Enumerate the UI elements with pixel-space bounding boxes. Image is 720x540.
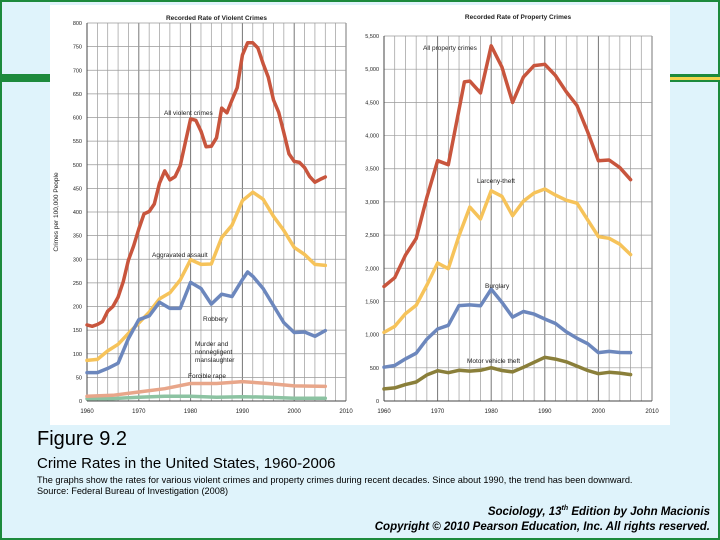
credit: Sociology, 13th Edition by John Macionis… (375, 501, 710, 535)
y-tick-label: 200 (73, 305, 82, 311)
series-line (85, 270, 328, 375)
x-tick-label: 2010 (645, 409, 659, 415)
figure-subtitle: Crime Rates in the United States, 1960-2… (37, 455, 336, 472)
x-tick-label: 2000 (288, 409, 302, 415)
series-annotation: Aggravated assault (152, 252, 208, 259)
series-annotation: All property crimes (423, 45, 478, 52)
y-tick-label: 5,000 (365, 67, 379, 73)
figure-title: Figure 9.2 (37, 428, 128, 450)
series-line (85, 41, 328, 329)
series-line (85, 394, 328, 401)
figure-note-line1: The graphs show the rates for various vi… (37, 475, 633, 485)
credit-line2: Copyright © 2010 Pearson Education, Inc.… (374, 520, 710, 533)
x-tick-label: 2010 (339, 409, 353, 415)
series-annotation: Burglary (485, 283, 510, 290)
figure-source: Source: Federal Bureau of Investigation … (37, 486, 229, 496)
credit-author: Edition by John Macionis (568, 505, 710, 518)
series-annotation: Motor vehicle theft (467, 358, 520, 365)
y-tick-label: 400 (73, 210, 82, 216)
x-tick-label: 1960 (80, 409, 94, 415)
series-annotation: All violent crimes (164, 110, 214, 117)
y-tick-label: 250 (73, 281, 82, 287)
x-tick-label: 1970 (132, 409, 146, 415)
x-tick-label: 1980 (485, 409, 499, 415)
x-tick-label: 1970 (431, 409, 445, 415)
y-tick-label: 0 (376, 399, 379, 405)
y-tick-label: 4,500 (365, 100, 379, 106)
y-tick-label: 350 (73, 234, 82, 240)
y-tick-label: 100 (73, 352, 82, 358)
series-line (85, 190, 328, 363)
decorative-band-left (0, 74, 60, 82)
y-tick-label: 700 (73, 68, 82, 74)
charts-panel: 0 50 100 150 200 250 300 350 400 450 500 550 600 650 7… (50, 5, 670, 425)
x-tick-label: 2000 (592, 409, 606, 415)
y-tick-label: 550 (73, 139, 82, 145)
y-axis-label: Crimes per 100,000 People (53, 172, 60, 252)
y-tick-label: 50 (76, 375, 82, 381)
y-tick-label: 2,000 (365, 266, 379, 272)
charts-svg: 0 50 100 150 200 250 300 350 400 450 500 550 600 650 7… (53, 14, 659, 415)
credit-sup: th (561, 505, 569, 512)
chart-title: Recorded Rate of Violent Crimes (166, 15, 267, 22)
y-tick-label: 500 (73, 163, 82, 169)
y-tick-label: 0 (79, 399, 82, 405)
y-tick-label: 650 (73, 92, 82, 98)
series-line (382, 44, 633, 289)
x-tick-label: 1990 (236, 409, 250, 415)
y-tick-label: 500 (370, 366, 379, 372)
series-line (382, 187, 633, 335)
y-tick-label: 2,500 (365, 233, 379, 239)
figure-note: The graphs show the rates for various vi… (37, 475, 697, 497)
series-annotation: Robbery (203, 316, 228, 323)
chart-title: Recorded Rate of Property Crimes (465, 14, 572, 21)
series-line (85, 379, 328, 399)
y-tick-label: 750 (73, 45, 82, 51)
y-tick-label: 150 (73, 328, 82, 334)
series-annotation: nonnegligent (195, 349, 232, 356)
y-tick-label: 3,500 (365, 167, 379, 173)
x-tick-label: 1990 (538, 409, 552, 415)
series-annotation: Larceny-theft (477, 178, 515, 185)
credit-line1: Sociology, 13th Edition by John Macionis (375, 501, 710, 520)
x-tick-label: 1960 (377, 409, 391, 415)
y-tick-label: 3,000 (365, 200, 379, 206)
y-tick-label: 300 (73, 257, 82, 263)
y-tick-label: 1,000 (365, 333, 379, 339)
series-annotation: Murder and (195, 341, 229, 348)
y-tick-label: 800 (73, 21, 82, 27)
series-annotation: Forcible rape (188, 373, 226, 380)
x-tick-label: 1980 (184, 409, 198, 415)
y-tick-label: 1,500 (365, 299, 379, 305)
series-line (382, 355, 633, 391)
series-annotation: manslaughter (195, 357, 235, 364)
series-line (382, 287, 633, 369)
y-tick-label: 4,000 (365, 134, 379, 140)
y-tick-label: 450 (73, 186, 82, 192)
credit-book: Sociology, 13 (487, 505, 562, 518)
y-tick-label: 5,500 (365, 34, 379, 40)
y-tick-label: 600 (73, 116, 82, 122)
